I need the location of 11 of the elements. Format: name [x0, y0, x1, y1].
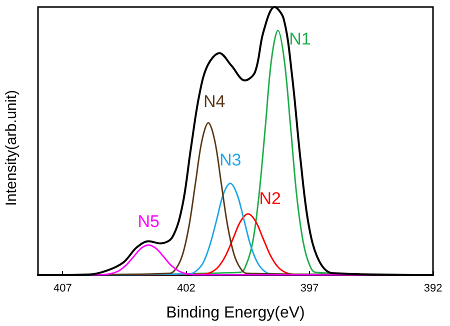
series-label: N4 [203, 92, 226, 111]
series-label: N1 [289, 29, 311, 48]
x-tick-label: 407 [54, 282, 72, 294]
x-tick-label: 402 [176, 282, 196, 294]
x-tick-label: 397 [300, 282, 319, 294]
y-axis-title: Intensity(arb.unit) [3, 90, 20, 206]
series-label: N5 [138, 212, 160, 231]
series-label: N3 [219, 150, 242, 170]
series-label: N2 [259, 188, 281, 208]
x-tick-label: 392 [424, 282, 442, 294]
x-axis-title: Binding Energy(eV) [166, 304, 305, 322]
